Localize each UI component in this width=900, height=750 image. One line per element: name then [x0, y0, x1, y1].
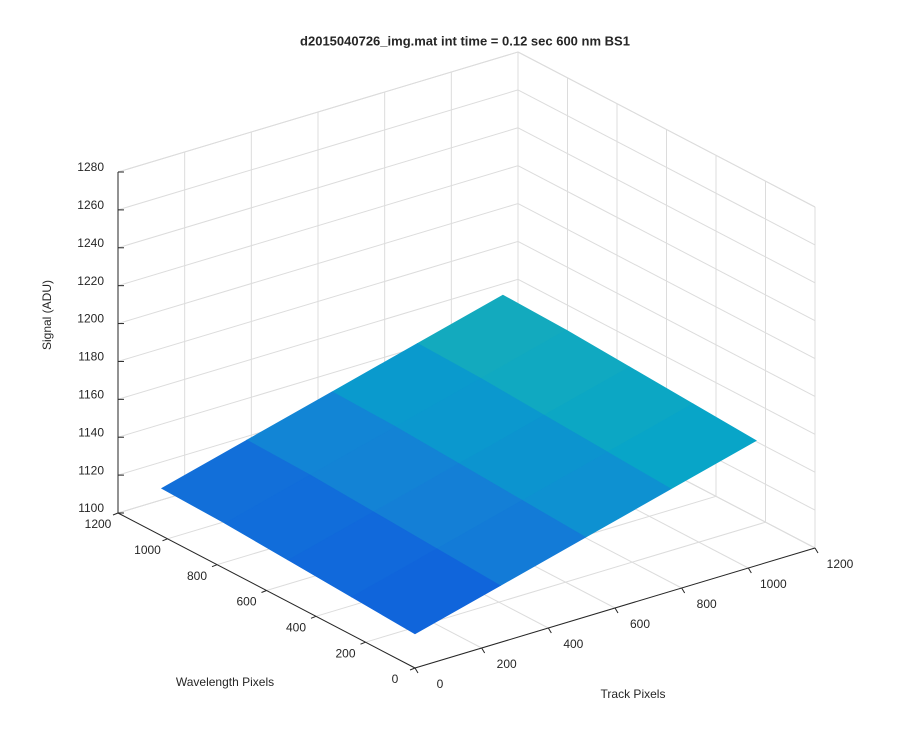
z-tick-label: 1260	[77, 198, 104, 212]
z-axis-label: Signal (ADU)	[40, 280, 54, 350]
grid-line	[517, 165, 816, 322]
x-tick-label: 800	[697, 597, 717, 611]
x-tick-label: 0	[437, 677, 444, 691]
box-edge	[517, 51, 816, 208]
y-tick-label: 600	[236, 595, 256, 609]
x-tick-label: 400	[563, 637, 583, 651]
surface-patch	[351, 548, 501, 635]
grid-line	[517, 127, 816, 284]
x-tick	[681, 587, 686, 594]
z-tick-label: 1220	[77, 274, 104, 288]
chart-title: d2015040726_img.mat int time = 0.12 sec …	[300, 33, 630, 48]
y-tick	[310, 615, 317, 619]
x-tick-label: 1000	[760, 577, 787, 591]
z-tick-label: 1140	[78, 425, 104, 439]
z-tick-label: 1280	[77, 160, 104, 174]
z-tick-label: 1120	[78, 463, 104, 477]
y-tick	[360, 641, 366, 645]
y-tick	[211, 564, 218, 568]
x-tick	[481, 647, 486, 654]
x-tick-label: 1200	[827, 557, 854, 571]
y-tick-label: 400	[286, 621, 306, 635]
y-tick-label: 0	[392, 672, 399, 686]
grid-line	[517, 278, 816, 435]
y-tick	[162, 538, 168, 542]
y-tick	[112, 512, 119, 516]
box-edge	[117, 51, 519, 173]
z-tick-label: 1100	[78, 501, 104, 515]
y-tick	[261, 590, 267, 593]
grid-line	[117, 89, 519, 211]
x-tick	[814, 547, 819, 554]
x-tick	[614, 607, 619, 614]
z-tick-label: 1180	[78, 350, 104, 364]
z-tick-label: 1240	[77, 236, 104, 250]
y-tick	[409, 667, 416, 671]
x-tick	[747, 567, 752, 574]
y-tick-label: 200	[335, 646, 355, 660]
y-tick-label: 1200	[85, 517, 112, 531]
z-tick-label: 1200	[77, 312, 104, 326]
z-tick-label: 1160	[78, 388, 104, 402]
grid-line	[117, 203, 519, 325]
grid-line	[517, 241, 816, 397]
x-tick	[414, 667, 419, 674]
x-axis-label: Track Pixels	[601, 687, 666, 701]
x-tick	[547, 627, 552, 634]
y-tick-label: 1000	[134, 543, 161, 557]
grid-line	[117, 127, 519, 249]
x-tick-label: 600	[630, 617, 650, 631]
x-tick-label: 200	[497, 657, 517, 671]
grid-line	[117, 165, 519, 287]
y-axis-label: Wavelength Pixels	[176, 675, 274, 689]
grid-line	[517, 89, 816, 246]
grid-line	[117, 240, 519, 362]
grid-line	[517, 203, 816, 359]
y-tick-label: 800	[187, 569, 207, 583]
grid-line	[117, 278, 519, 400]
